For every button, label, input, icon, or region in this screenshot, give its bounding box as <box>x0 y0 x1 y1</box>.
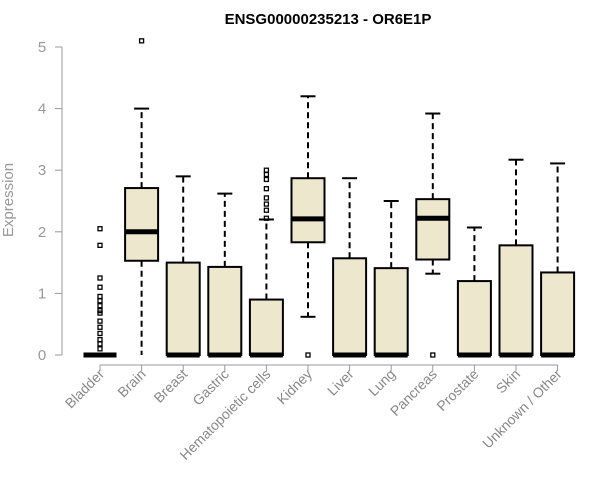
box-breast <box>165 175 201 358</box>
box-hematopoietic-cells <box>248 167 284 358</box>
x-tick-label: Skin <box>493 366 524 397</box>
outlier-point <box>97 318 103 324</box>
box-iqr <box>248 298 284 356</box>
box-iqr <box>332 257 368 356</box>
outlier-point <box>97 242 103 249</box>
box-iqr <box>290 177 326 244</box>
x-tick-label: Prostate <box>433 366 481 414</box>
outlier-point <box>263 176 270 183</box>
x-tick-label: Unknown / Other <box>479 366 565 452</box>
box-iqr <box>373 267 409 357</box>
x-tick-label: Brain <box>114 366 148 400</box>
outlier-point <box>97 275 103 281</box>
y-axis: 0 1 2 3 4 5 <box>38 39 63 364</box>
y-tick-label: 0 <box>38 347 46 364</box>
outlier-point <box>430 352 436 358</box>
outlier-point <box>263 201 270 207</box>
x-tick-label: Lung <box>365 366 398 399</box>
x-tick-label: Bladder <box>62 366 108 412</box>
box-gastric <box>207 192 243 358</box>
outlier-point <box>97 298 103 304</box>
outlier-point <box>263 171 270 178</box>
y-tick-label: 4 <box>38 101 46 118</box>
outlier-point <box>263 215 270 221</box>
box-skin <box>498 158 534 358</box>
y-axis-label: Expression <box>0 163 17 237</box>
box-iqr <box>456 280 492 356</box>
x-tick-label: Liver <box>324 366 357 399</box>
box-iqr <box>540 271 576 356</box>
box-iqr <box>415 198 451 261</box>
y-tick-label: 5 <box>38 39 46 56</box>
outlier-point <box>97 310 103 316</box>
outlier-point <box>97 324 103 330</box>
box-iqr <box>207 265 243 356</box>
box-bladder <box>83 226 117 358</box>
box-kidney <box>290 95 326 358</box>
box-prostate <box>456 226 492 358</box>
box-liver <box>332 177 368 358</box>
box-pancreas <box>415 112 451 358</box>
outlier-point <box>138 38 145 44</box>
box-iqr <box>165 261 201 357</box>
outlier-point <box>263 186 270 192</box>
x-tick-label: Kidney <box>274 366 316 408</box>
outlier-point <box>97 284 103 290</box>
outlier-point <box>263 207 270 213</box>
box-brain <box>124 38 160 355</box>
y-tick-label: 2 <box>38 224 46 241</box>
y-tick-label: 3 <box>38 162 46 179</box>
outlier-point <box>97 341 103 347</box>
outlier-point <box>97 226 103 232</box>
outlier-point <box>263 195 270 201</box>
plot-area <box>83 38 576 358</box>
box-iqr <box>498 244 534 357</box>
x-tick-label: Breast <box>150 366 190 406</box>
outlier-point <box>97 346 103 352</box>
box-lung <box>373 200 409 358</box>
box-unknown-other <box>540 162 576 358</box>
outlier-point <box>97 293 103 300</box>
outlier-point <box>305 352 311 358</box>
outlier-point <box>97 303 103 309</box>
y-tick-label: 1 <box>38 285 46 302</box>
outlier-point <box>97 330 103 337</box>
box-iqr <box>124 187 160 262</box>
outlier-point <box>263 167 270 173</box>
outlier-point <box>97 336 103 343</box>
chart-title: ENSG00000235213 - OR6E1P <box>225 11 432 28</box>
